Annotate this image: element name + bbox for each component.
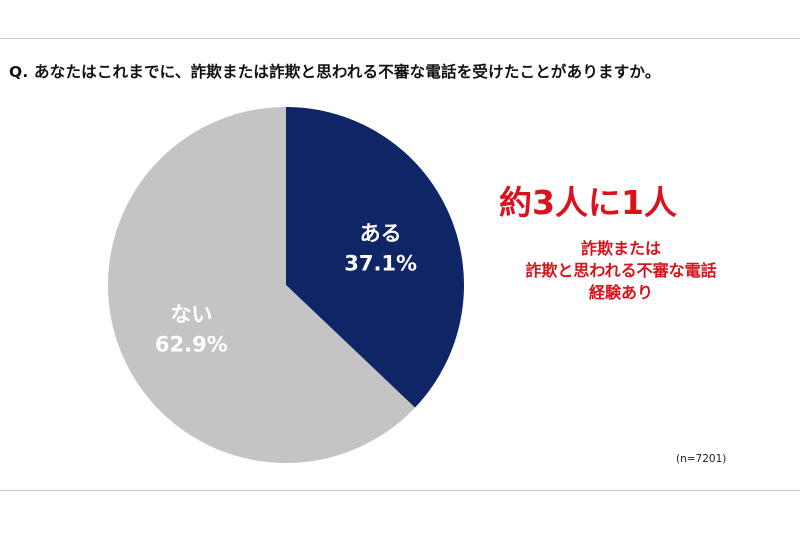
bottom-divider [0,490,800,491]
callout-line: 詐欺と思われる不審な電話 [525,261,717,280]
slice-value-label: 62.9% [155,333,228,357]
callout-line: 経験あり [588,283,653,302]
callout-line: 詐欺または [580,239,661,258]
slice-value-label: 37.1% [344,251,417,275]
pie-slice-yes [286,107,464,408]
callout-detail: 詐欺または 詐欺と思われる不審な電話 経験あり [486,238,756,304]
top-divider [0,38,800,39]
sample-size-note: (n=7201) [676,453,727,465]
callout-headline: 約3人に1人 [499,183,677,222]
slice-label: ある [360,221,402,245]
slice-label: ない [170,303,212,327]
survey-question: Q. あなたはこれまでに、詐欺または詐欺と思われる不審な電話を受けたことがありま… [9,63,661,81]
pie-slice-no [107,107,415,464]
